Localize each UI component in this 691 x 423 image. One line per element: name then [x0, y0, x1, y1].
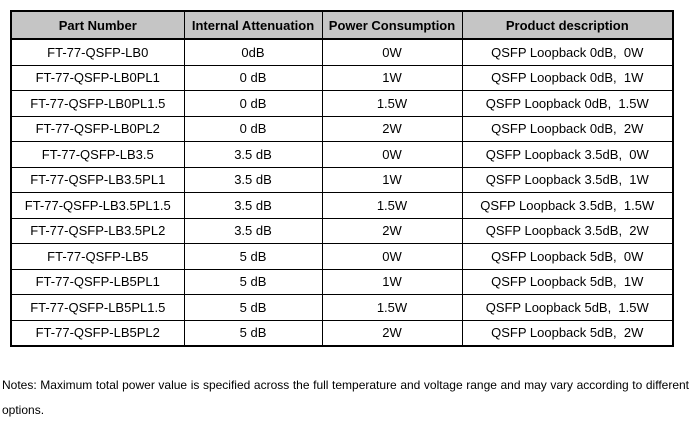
cell-power-consumption: 0W [321, 38, 463, 66]
table-row: FT-77-QSFP-LB5PL1.5 5 dB 1.5W QSFP Loopb… [10, 294, 674, 321]
table-row: FT-77-QSFP-LB0PL2 0 dB 2W QSFP Loopback … [10, 115, 674, 142]
cell-power-consumption: 2W [321, 319, 463, 347]
table-row: FT-77-QSFP-LB3.5PL2 3.5 dB 2W QSFP Loopb… [10, 217, 674, 244]
cell-part-number: FT-77-QSFP-LB5PL1.5 [10, 294, 185, 321]
cell-power-consumption: 1.5W [321, 192, 463, 219]
table-row: FT-77-QSFP-LB3.5 3.5 dB 0W QSFP Loopback… [10, 141, 674, 168]
column-header-internal-attenuation: Internal Attenuation [183, 10, 323, 40]
cell-product-description: QSFP Loopback 0dB, 2W [461, 115, 674, 142]
cell-product-description: QSFP Loopback 3.5dB, 1.5W [461, 192, 674, 219]
cell-power-consumption: 1W [321, 64, 463, 91]
cell-power-consumption: 0W [321, 141, 463, 168]
cell-part-number: FT-77-QSFP-LB3.5PL1 [10, 166, 185, 193]
table-row: FT-77-QSFP-LB5PL1 5 dB 1W QSFP Loopback … [10, 268, 674, 295]
cell-part-number: FT-77-QSFP-LB3.5PL2 [10, 217, 185, 244]
cell-power-consumption: 2W [321, 115, 463, 142]
cell-part-number: FT-77-QSFP-LB5PL1 [10, 268, 185, 295]
cell-internal-attenuation: 0dB [183, 38, 323, 66]
column-header-part-number: Part Number [10, 10, 185, 40]
cell-product-description: QSFP Loopback 5dB, 2W [461, 319, 674, 347]
cell-internal-attenuation: 5 dB [183, 294, 323, 321]
table-row: FT-77-QSFP-LB5PL2 5 dB 2W QSFP Loopback … [10, 319, 674, 347]
cell-internal-attenuation: 3.5 dB [183, 141, 323, 168]
table-row: FT-77-QSFP-LB0PL1.5 0 dB 1.5W QSFP Loopb… [10, 90, 674, 117]
notes-text: Notes: Maximum total power value is spec… [2, 378, 689, 417]
cell-part-number: FT-77-QSFP-LB0 [10, 38, 185, 66]
cell-internal-attenuation: 0 dB [183, 115, 323, 142]
cell-power-consumption: 1.5W [321, 90, 463, 117]
cell-part-number: FT-77-QSFP-LB3.5 [10, 141, 185, 168]
cell-product-description: QSFP Loopback 3.5dB, 0W [461, 141, 674, 168]
cell-power-consumption: 1.5W [321, 294, 463, 321]
cell-product-description: QSFP Loopback 5dB, 1.5W [461, 294, 674, 321]
cell-part-number: FT-77-QSFP-LB0PL2 [10, 115, 185, 142]
cell-internal-attenuation: 0 dB [183, 90, 323, 117]
cell-product-description: QSFP Loopback 5dB, 0W [461, 243, 674, 270]
cell-power-consumption: 2W [321, 217, 463, 244]
cell-internal-attenuation: 5 dB [183, 243, 323, 270]
cell-product-description: QSFP Loopback 0dB, 1.5W [461, 90, 674, 117]
cell-part-number: FT-77-QSFP-LB0PL1 [10, 64, 185, 91]
cell-internal-attenuation: 5 dB [183, 268, 323, 295]
cell-product-description: QSFP Loopback 3.5dB, 2W [461, 217, 674, 244]
cell-part-number: FT-77-QSFP-LB5 [10, 243, 185, 270]
cell-internal-attenuation: 3.5 dB [183, 217, 323, 244]
table-row: FT-77-QSFP-LB5 5 dB 0W QSFP Loopback 5dB… [10, 243, 674, 270]
cell-product-description: QSFP Loopback 0dB, 0W [461, 38, 674, 66]
cell-internal-attenuation: 5 dB [183, 319, 323, 347]
cell-part-number: FT-77-QSFP-LB0PL1.5 [10, 90, 185, 117]
product-table: Part Number Internal Attenuation Power C… [10, 10, 674, 347]
cell-part-number: FT-77-QSFP-LB3.5PL1.5 [10, 192, 185, 219]
cell-product-description: QSFP Loopback 0dB, 1W [461, 64, 674, 91]
cell-internal-attenuation: 3.5 dB [183, 166, 323, 193]
column-header-power-consumption: Power Consumption [321, 10, 463, 40]
table-row: FT-77-QSFP-LB3.5PL1 3.5 dB 1W QSFP Loopb… [10, 166, 674, 193]
table-row: FT-77-QSFP-LB0 0dB 0W QSFP Loopback 0dB,… [10, 38, 674, 66]
table-row: FT-77-QSFP-LB3.5PL1.5 3.5 dB 1.5W QSFP L… [10, 192, 674, 219]
column-header-product-description: Product description [461, 10, 674, 40]
cell-internal-attenuation: 0 dB [183, 64, 323, 91]
cell-power-consumption: 1W [321, 166, 463, 193]
table-row: FT-77-QSFP-LB0PL1 0 dB 1W QSFP Loopback … [10, 64, 674, 91]
cell-internal-attenuation: 3.5 dB [183, 192, 323, 219]
cell-product-description: QSFP Loopback 3.5dB, 1W [461, 166, 674, 193]
table-header-row: Part Number Internal Attenuation Power C… [10, 10, 674, 40]
cell-power-consumption: 0W [321, 243, 463, 270]
cell-part-number: FT-77-QSFP-LB5PL2 [10, 319, 185, 347]
cell-power-consumption: 1W [321, 268, 463, 295]
cell-product-description: QSFP Loopback 5dB, 1W [461, 268, 674, 295]
